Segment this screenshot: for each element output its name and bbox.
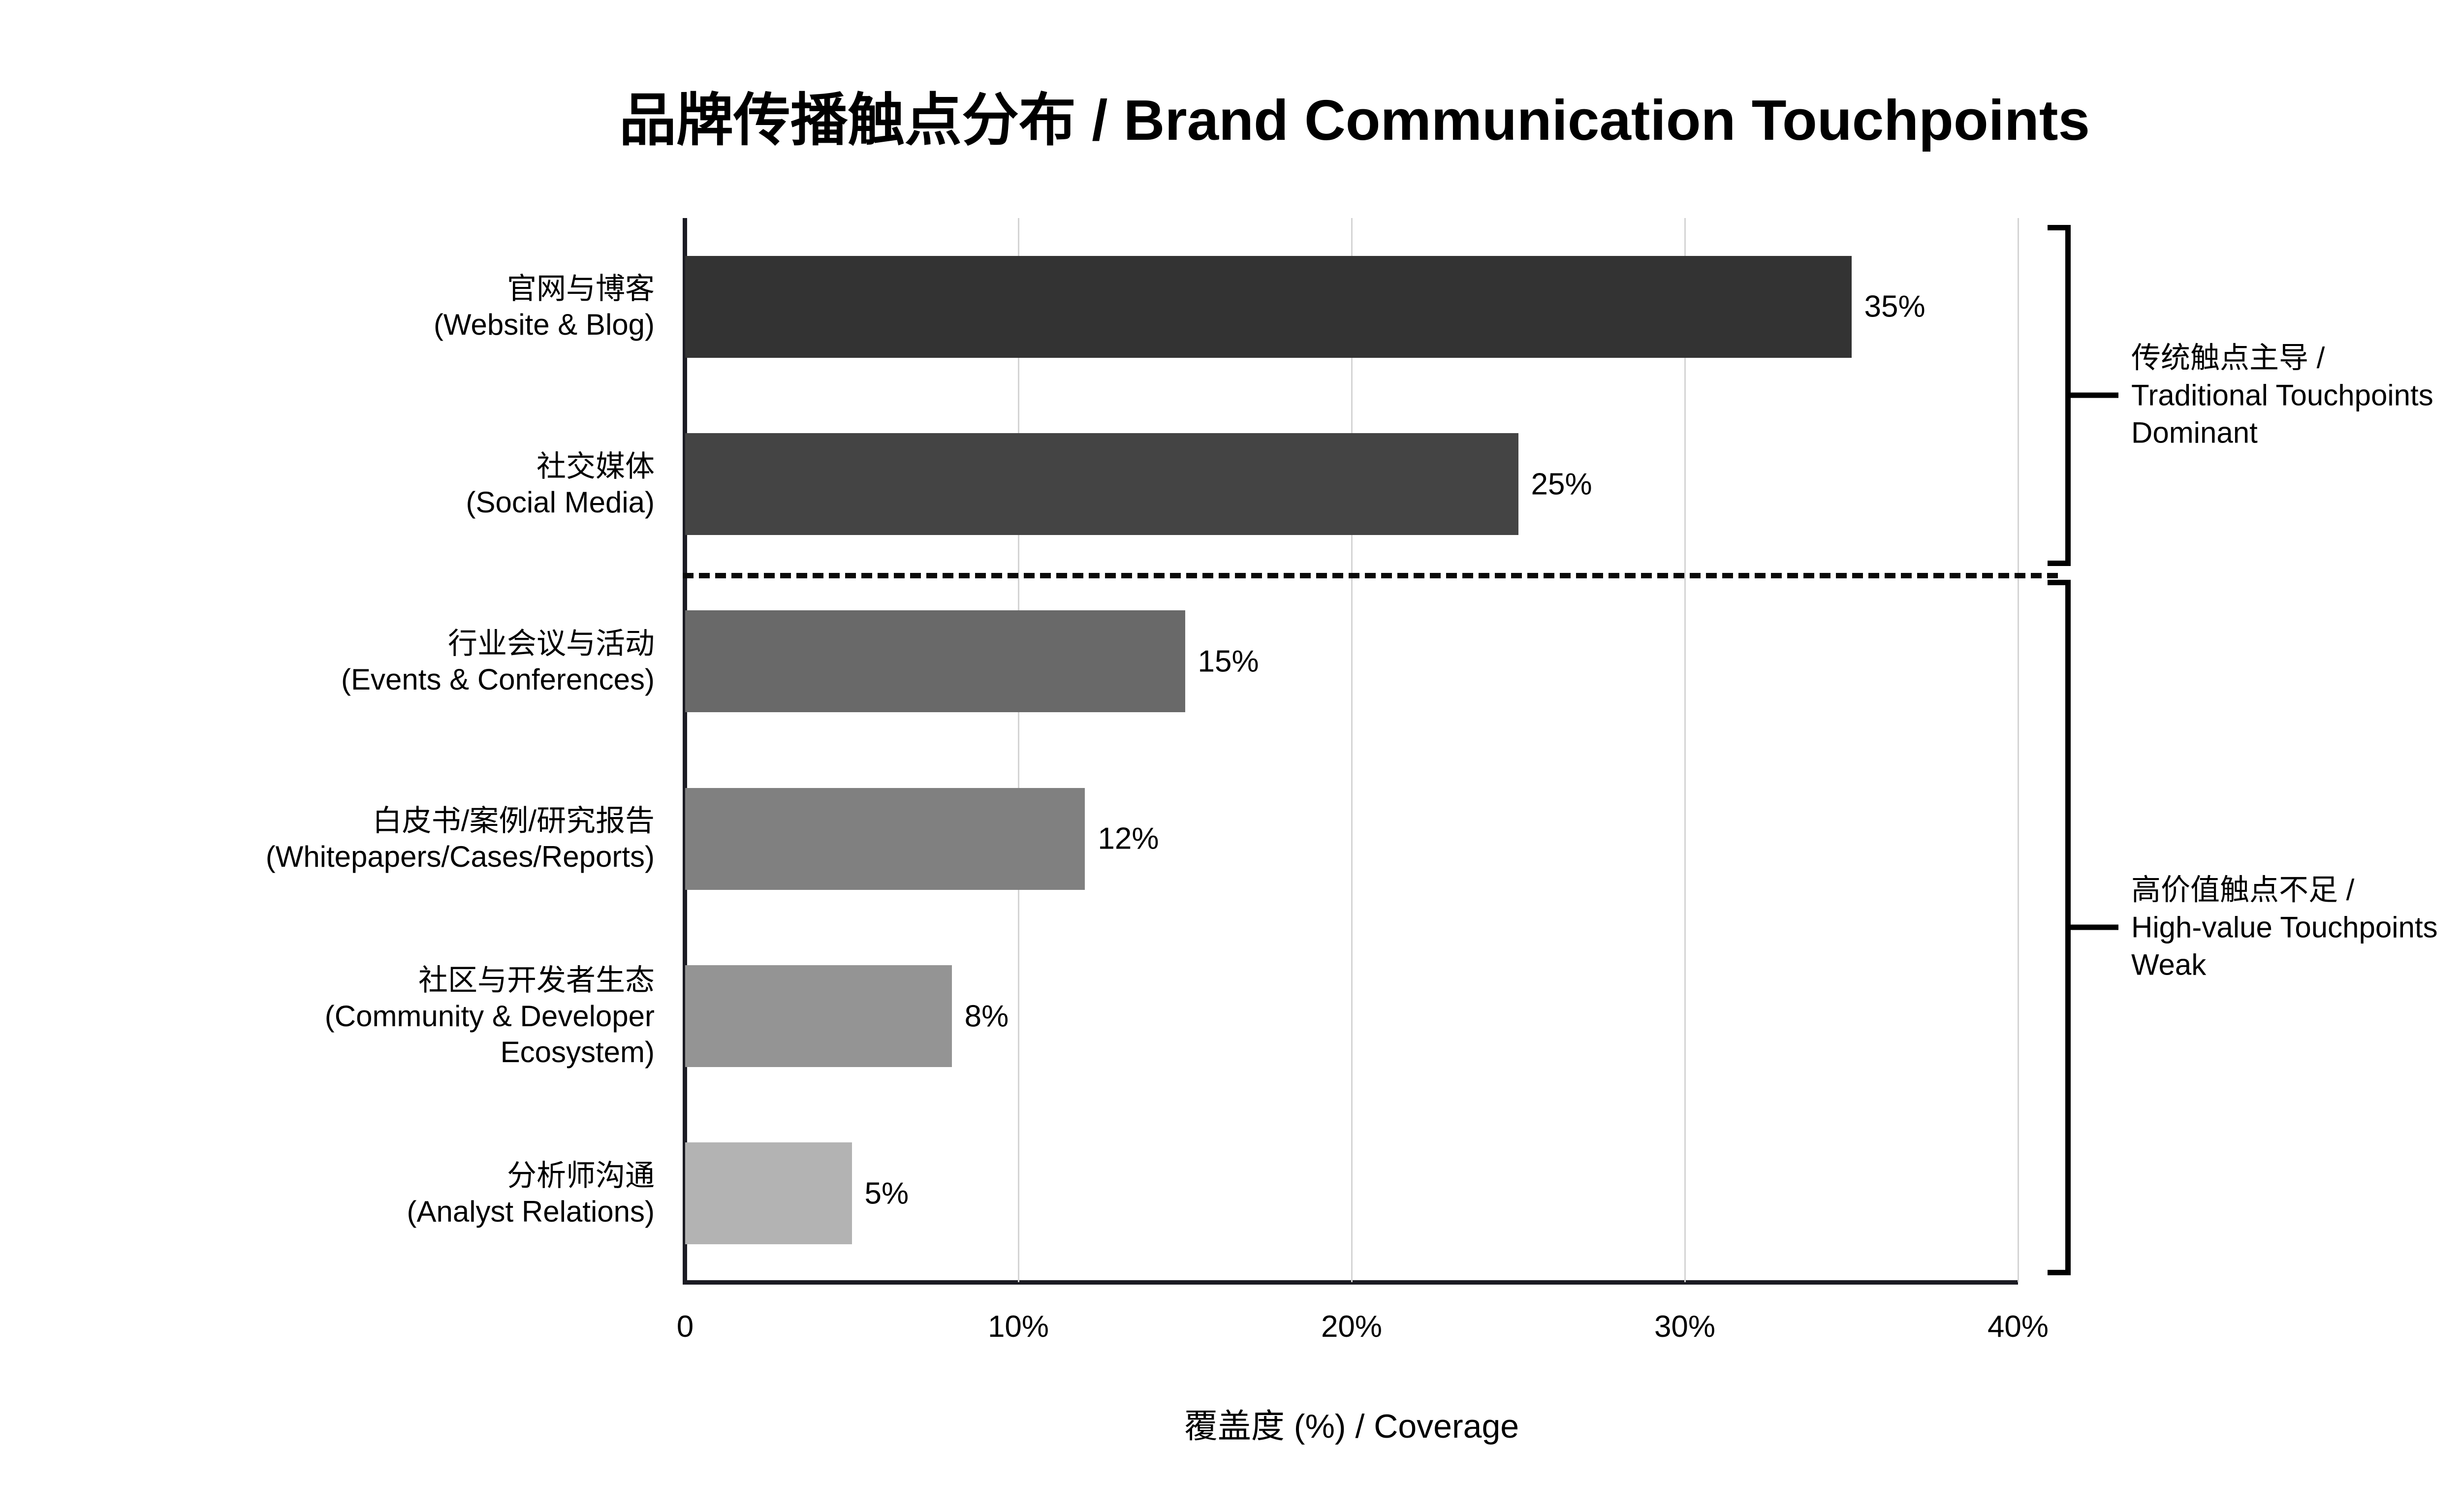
bar-0[interactable] [685,255,1852,358]
x-tick-label-0: 0 [676,1310,694,1344]
category-label-3: 白皮书/案例/研究报告 (Whitepapers/Cases/Reports) [265,804,655,874]
bar-3[interactable] [685,788,1085,890]
bar-value-label-5: 5% [864,1176,909,1211]
category-label-1: 社交媒体 (Social Media) [466,449,655,519]
annotation-text-0: 传统触点主导 / Traditional Touchpoints Dominan… [2131,341,2433,449]
x-tick-label-40: 40% [1987,1310,2049,1344]
gridline-40 [2018,218,2019,1282]
chart-title: 品牌传播触点分布 / Brand Communication Touchpoin… [619,88,2090,152]
bar-5[interactable] [685,1142,852,1245]
bar-value-label-2: 15% [1198,644,1259,679]
category-label-2: 行业会议与活动 (Events & Conferences) [341,627,655,696]
plot-area: 35% 25% 15% 12% 8% 5% [683,218,2058,1285]
bar-value-label-0: 35% [1864,289,1925,324]
gridline-30 [1684,218,1686,1282]
y-axis-spine [683,218,687,1282]
bar-value-label-1: 25% [1531,467,1592,501]
annotation-text-1: 高价值触点不足 / High-value Touchpoints Weak [2131,873,2438,981]
bar-4[interactable] [685,965,952,1068]
group-bracket-1 [2048,579,2121,1275]
group-bracket-0 [2048,225,2121,566]
gridline-20 [1351,218,1353,1282]
bar-2[interactable] [685,610,1185,713]
category-label-5: 分析师沟通 (Analyst Relations) [407,1159,655,1228]
x-tick-label-10: 10% [987,1310,1049,1344]
x-axis-title: 覆盖度 (%) / Coverage [1184,1408,1519,1445]
bracket-stem-1 [2065,924,2118,930]
bracket-stem-0 [2065,392,2118,398]
category-separator-line [683,572,2058,578]
x-tick-label-20: 20% [1321,1310,1383,1344]
category-label-0: 官网与博客 (Website & Blog) [433,272,655,342]
bar-1[interactable] [685,433,1518,536]
category-label-4: 社区与开发者生态 (Community & Developer Ecosyste… [324,963,655,1069]
x-tick-label-30: 30% [1654,1310,1716,1344]
bar-value-label-3: 12% [1098,821,1159,856]
x-axis-spine [683,1280,2018,1285]
bracket-top-arm-0 [2048,225,2071,230]
bracket-bottom-arm-1 [2048,1269,2071,1275]
bracket-bottom-arm-0 [2048,560,2071,566]
bar-value-label-4: 8% [964,999,1009,1033]
bracket-top-arm-1 [2048,579,2071,585]
gridline-10 [1018,218,1019,1282]
